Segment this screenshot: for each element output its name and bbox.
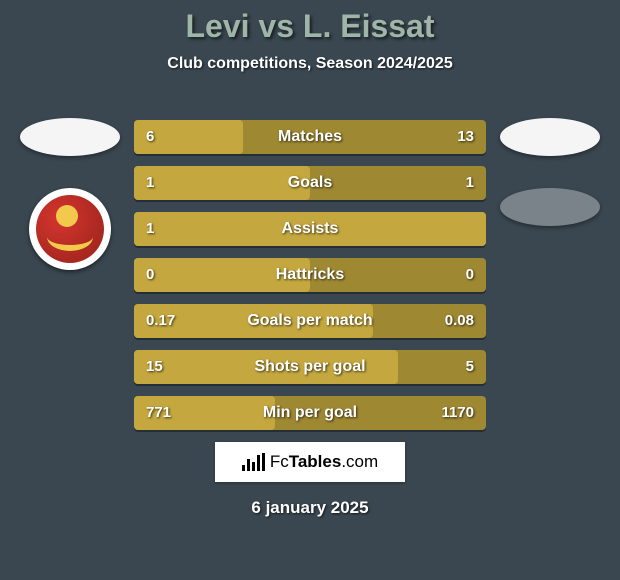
left-image-column (20, 118, 120, 270)
stat-row: 1Assists (134, 212, 486, 246)
stat-label: Goals (134, 166, 486, 200)
stats-bars: 613Matches 11Goals 1Assists 00Hattricks 0.17… (134, 120, 486, 430)
stat-row: 11Goals (134, 166, 486, 200)
stat-row: 0.170.08Goals per match (134, 304, 486, 338)
stat-label: Goals per match (134, 304, 486, 338)
team-badge (29, 188, 111, 270)
stat-row: 7711170Min per goal (134, 396, 486, 430)
subtitle: Club competitions, Season 2024/2025 (0, 55, 620, 73)
stat-label: Matches (134, 120, 486, 154)
stat-label: Assists (134, 212, 486, 246)
right-image-column (500, 118, 600, 226)
stat-label: Shots per goal (134, 350, 486, 384)
stat-row: 00Hattricks (134, 258, 486, 292)
page-title: Levi vs L. Eissat (0, 0, 620, 45)
player-photo-placeholder (20, 118, 120, 156)
stat-row: 613Matches (134, 120, 486, 154)
date-label: 6 january 2025 (0, 498, 620, 518)
player-photo-placeholder (500, 188, 600, 226)
stat-label: Hattricks (134, 258, 486, 292)
fctables-logo: FcTables.com (215, 442, 405, 482)
logo-text: FcTables.com (270, 452, 378, 472)
player-photo-placeholder (500, 118, 600, 156)
stat-row: 155Shots per goal (134, 350, 486, 384)
chart-icon (242, 453, 264, 471)
stat-label: Min per goal (134, 396, 486, 430)
